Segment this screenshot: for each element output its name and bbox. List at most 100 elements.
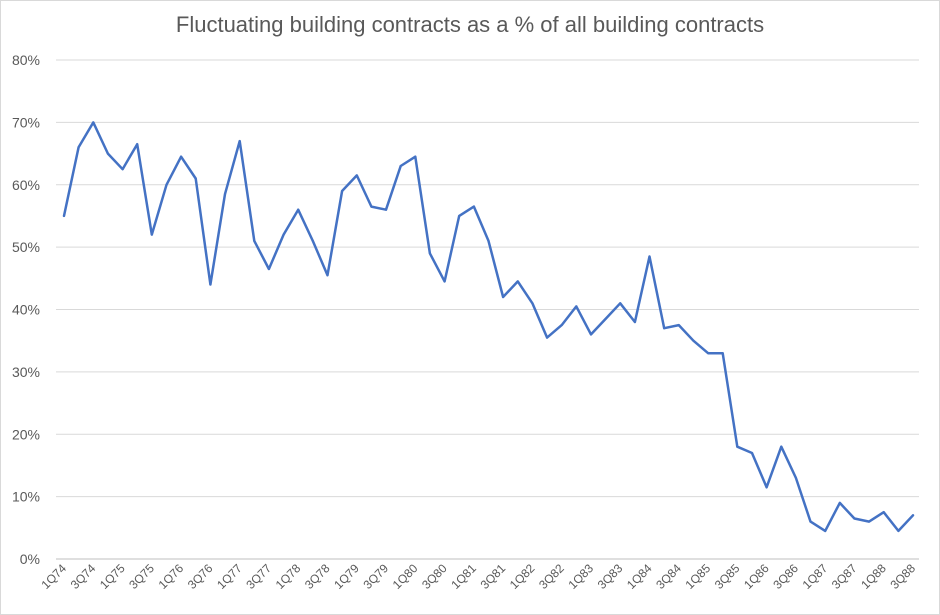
data-point-2Q85 xyxy=(721,352,724,355)
data-point-2Q82 xyxy=(546,336,549,339)
data-point-3Q76 xyxy=(209,283,212,286)
x-tick-label: 3Q79 xyxy=(360,561,391,592)
data-point-2Q81 xyxy=(487,239,490,242)
x-tick-label: 1Q77 xyxy=(214,561,245,592)
data-point-2Q78 xyxy=(311,239,314,242)
x-tick-label: 1Q80 xyxy=(390,561,421,592)
y-tick-label: 0% xyxy=(20,551,40,567)
data-point-2Q74 xyxy=(77,146,80,149)
y-tick-label: 40% xyxy=(12,302,40,318)
x-tick-label: 3Q86 xyxy=(770,561,801,592)
data-point-2Q76 xyxy=(194,177,197,180)
y-tick-label: 20% xyxy=(12,426,40,442)
data-point-1Q83 xyxy=(589,333,592,336)
x-tick-label: 1Q88 xyxy=(858,561,889,592)
data-point-1Q74 xyxy=(63,214,65,217)
data-point-4Q79 xyxy=(399,165,402,168)
data-point-1Q86 xyxy=(765,486,768,489)
data-point-4Q85 xyxy=(750,451,753,454)
y-tick-label: 10% xyxy=(12,489,40,505)
data-point-2Q75 xyxy=(136,143,139,146)
data-point-1Q76 xyxy=(180,155,183,158)
data-point-2Q83 xyxy=(604,317,607,320)
x-tick-label: 3Q83 xyxy=(595,561,626,592)
x-tick-label: 1Q84 xyxy=(624,561,655,592)
x-tick-label: 3Q85 xyxy=(712,561,743,592)
data-point-2Q87 xyxy=(838,501,841,504)
series-points xyxy=(63,121,914,532)
data-point-1Q88 xyxy=(882,511,885,514)
data-point-4Q75 xyxy=(165,183,168,186)
y-tick-label: 30% xyxy=(12,364,40,380)
data-point-4Q83 xyxy=(633,320,636,323)
data-point-2Q79 xyxy=(370,205,373,208)
x-tick-label: 3Q74 xyxy=(68,561,99,592)
x-tick-label: 3Q88 xyxy=(887,561,918,592)
data-point-1Q77 xyxy=(238,140,241,143)
x-tick-label: 1Q85 xyxy=(683,561,714,592)
data-point-3Q87 xyxy=(853,517,856,520)
data-point-4Q76 xyxy=(224,193,227,196)
data-point-1Q78 xyxy=(297,208,300,211)
x-tick-label: 1Q83 xyxy=(565,561,596,592)
x-tick-label: 3Q80 xyxy=(419,561,450,592)
data-point-1Q80 xyxy=(414,155,417,158)
y-tick-label: 80% xyxy=(12,52,40,68)
data-point-3Q74 xyxy=(92,121,95,124)
x-tick-label: 1Q82 xyxy=(507,561,538,592)
x-tick-label: 1Q86 xyxy=(741,561,772,592)
x-tick-label: 1Q75 xyxy=(97,561,128,592)
data-point-4Q80 xyxy=(458,214,461,217)
data-point-1Q87 xyxy=(824,529,827,532)
data-point-3Q88 xyxy=(912,514,914,517)
data-point-1Q82 xyxy=(531,302,534,305)
x-tick-label: 1Q74 xyxy=(38,561,69,592)
x-tick-label: 1Q78 xyxy=(273,561,304,592)
data-point-4Q84 xyxy=(692,339,695,342)
data-point-1Q75 xyxy=(121,168,124,171)
data-point-4Q77 xyxy=(282,233,285,236)
x-tick-label: 1Q87 xyxy=(800,561,831,592)
data-point-3Q82 xyxy=(560,324,563,327)
y-tick-label: 50% xyxy=(12,239,40,255)
data-point-3Q81 xyxy=(502,296,505,299)
data-point-4Q81 xyxy=(516,280,519,283)
data-point-1Q81 xyxy=(472,205,475,208)
x-tick-label: 3Q76 xyxy=(185,561,216,592)
data-point-2Q80 xyxy=(428,252,431,255)
y-axis-tick-labels: 0% 10% 20% 30% 40% 50% 60% 70% 80% xyxy=(12,52,40,567)
data-point-3Q79 xyxy=(385,208,388,211)
y-tick-label: 70% xyxy=(12,114,40,130)
data-point-3Q85 xyxy=(736,445,739,448)
series-line xyxy=(62,121,915,533)
data-point-1Q85 xyxy=(707,352,710,355)
data-point-3Q75 xyxy=(150,233,153,236)
data-point-2Q86 xyxy=(780,445,783,448)
data-point-4Q86 xyxy=(809,520,812,523)
x-tick-label: 3Q84 xyxy=(653,561,684,592)
x-tick-label: 3Q78 xyxy=(302,561,333,592)
chart-title: Fluctuating building contracts as a % of… xyxy=(175,12,765,37)
data-point-4Q78 xyxy=(341,189,344,192)
data-point-1Q79 xyxy=(355,174,358,177)
data-point-2Q88 xyxy=(897,529,900,532)
x-tick-label: 3Q75 xyxy=(126,561,157,592)
x-axis-tick-labels: 1Q743Q741Q753Q751Q763Q761Q773Q771Q783Q78… xyxy=(38,561,918,592)
x-tick-label: 3Q82 xyxy=(536,561,567,592)
x-tick-label: 1Q79 xyxy=(331,561,362,592)
data-point-3Q77 xyxy=(267,267,270,270)
x-tick-label: 1Q81 xyxy=(448,561,479,592)
data-point-2Q77 xyxy=(253,239,256,242)
data-point-3Q83 xyxy=(619,302,622,305)
data-point-4Q74 xyxy=(106,152,109,155)
x-tick-label: 1Q76 xyxy=(156,561,187,592)
x-tick-label: 3Q87 xyxy=(829,561,860,592)
series-line-path xyxy=(62,121,915,533)
data-point-3Q78 xyxy=(326,274,329,277)
x-tick-label: 3Q77 xyxy=(243,561,274,592)
y-tick-label: 60% xyxy=(12,177,40,193)
data-point-3Q84 xyxy=(677,324,680,327)
data-point-3Q86 xyxy=(794,476,797,479)
